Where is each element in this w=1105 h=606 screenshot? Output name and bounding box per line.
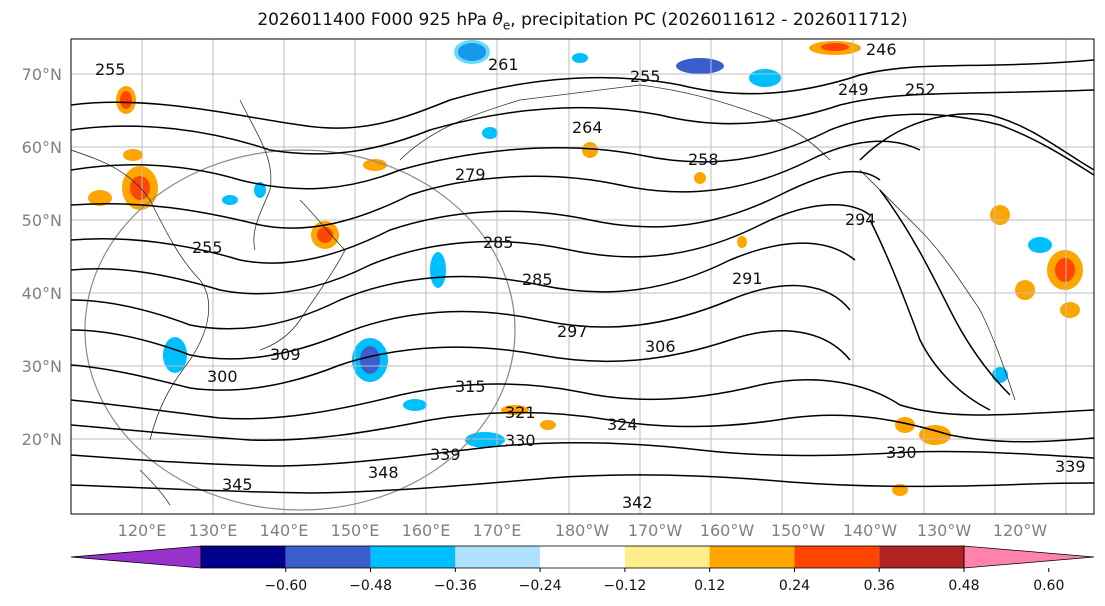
lat-label: 40°N (22, 284, 62, 303)
colorbar-tick-label: 0.36 (864, 578, 895, 594)
colorbar-segment (794, 546, 880, 568)
contour-label: 255 (630, 67, 661, 86)
lon-label: 160°W (700, 521, 755, 540)
lon-label: 170°W (628, 521, 683, 540)
colorbar-segment (624, 546, 710, 568)
contour-label: 300 (207, 367, 238, 386)
contour-label: 261 (488, 55, 519, 74)
contour-label: 255 (192, 238, 223, 257)
colorbar-segment (201, 546, 286, 568)
lon-label: 150°W (771, 521, 826, 540)
contour-label: 339 (430, 445, 461, 464)
lon-label: 170°E (473, 521, 522, 540)
colorbar-segment (540, 546, 625, 568)
colorbar: −0.60 −0.48 −0.36 −0.24 −0.12 0.12 0.24 0.36 0.4… (70, 545, 1095, 594)
lon-label: 140°W (843, 521, 898, 540)
colorbar-tick-label: −0.60 (264, 578, 307, 594)
colorbar-frame (200, 545, 965, 569)
colorbar-tick-label: 0.48 (948, 578, 979, 594)
contour-label: 255 (95, 60, 126, 79)
lon-label: 130°W (917, 521, 972, 540)
contour-label: 249 (838, 80, 869, 99)
longitude-labels: 120°E 130°E 140°E 150°E 160°E 170°E 180°… (118, 521, 1048, 540)
colorbar-tick-label: −0.36 (434, 578, 477, 594)
lat-label: 60°N (22, 138, 62, 157)
contour-labels: 255 261 255 246 249 252 264 258 279 294 … (95, 40, 1086, 512)
contour-label: 330 (886, 443, 917, 462)
colorbar-tick-label: 0.24 (779, 578, 810, 594)
map-title: 2026011400 F000 925 hPa θe, precipitatio… (257, 10, 908, 33)
contour-label: 279 (455, 165, 486, 184)
lon-label: 180°W (555, 521, 610, 540)
colorbar-segment (963, 545, 1095, 569)
lon-label: 120°E (118, 521, 167, 540)
contour-label: 348 (368, 463, 399, 482)
contour-label: 258 (688, 150, 719, 169)
contour-label: 297 (557, 322, 588, 341)
lat-label: 30°N (22, 357, 62, 376)
lon-label: 150°E (331, 521, 380, 540)
lon-label: 140°E (260, 521, 309, 540)
colorbar-segment (285, 546, 371, 568)
colorbar-tick-label: −0.24 (519, 578, 562, 594)
lon-label: 160°E (402, 521, 451, 540)
theta-e-contours (71, 59, 1094, 494)
colorbar-segment (370, 546, 456, 568)
latitude-labels: 70°N 60°N 50°N 40°N 30°N 20°N (22, 65, 62, 449)
contour-label: 306 (645, 337, 676, 356)
colorbar-segment (709, 546, 795, 568)
contour-label: 315 (455, 377, 486, 396)
colorbar-tick-label: −0.12 (603, 578, 646, 594)
contour-label: 285 (522, 270, 553, 289)
colorbar-segment (455, 546, 541, 568)
lat-label: 70°N (22, 65, 62, 84)
map-area: 255 261 255 246 249 252 264 258 279 294 … (71, 39, 1094, 514)
contour-label: 330 (505, 431, 536, 450)
contour-label: 252 (905, 80, 936, 99)
contour-label: 294 (845, 210, 876, 229)
contour-label: 246 (866, 40, 897, 59)
contour-label: 285 (483, 233, 514, 252)
colorbar-segment (879, 546, 964, 568)
lon-label: 130°E (189, 521, 238, 540)
map-frame (70, 38, 1095, 515)
contour-label: 324 (607, 415, 638, 434)
lat-label: 50°N (22, 211, 62, 230)
lon-label: 120°W (993, 521, 1048, 540)
coastlines (71, 84, 1016, 506)
colorbar-tick-label: 0.60 (1033, 578, 1064, 594)
contour-label: 264 (572, 118, 603, 137)
colorbar-segment (70, 545, 202, 569)
contour-label: 345 (222, 475, 253, 494)
contour-label: 342 (622, 493, 653, 512)
contour-label: 339 (1055, 457, 1086, 476)
colorbar-tick-label: −0.48 (349, 578, 392, 594)
colorbar-tick-label: 0.12 (694, 578, 725, 594)
contour-label: 321 (505, 403, 536, 422)
contour-label: 291 (732, 269, 763, 288)
lat-label: 20°N (22, 430, 62, 449)
contour-label: 309 (270, 345, 301, 364)
